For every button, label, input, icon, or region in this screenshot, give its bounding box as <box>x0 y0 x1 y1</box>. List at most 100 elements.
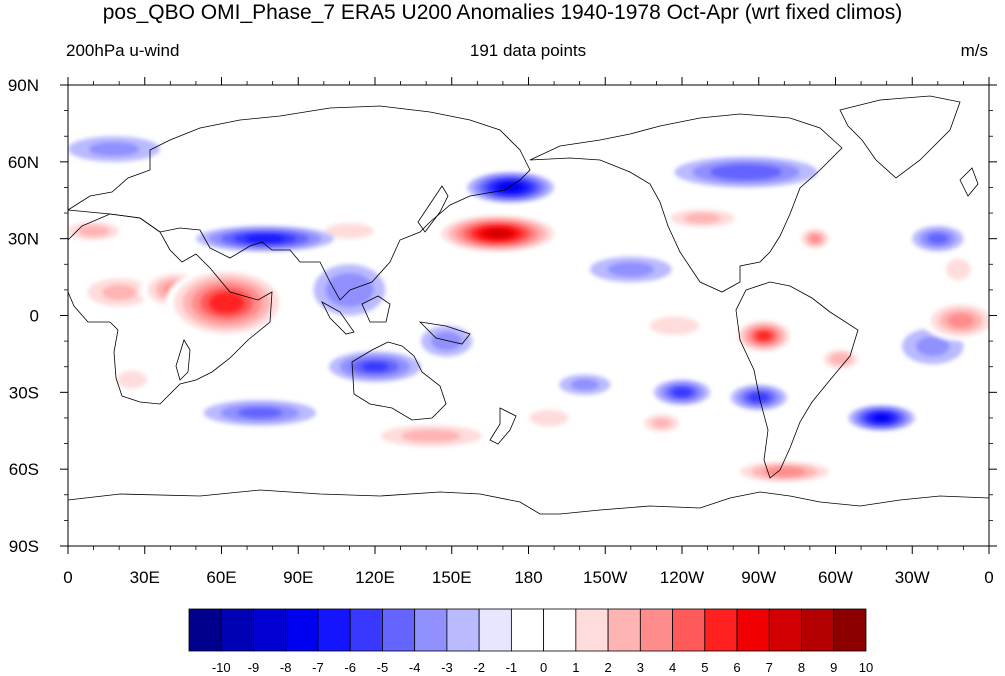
y-tick-label: 90S <box>9 537 39 556</box>
anomaly-center <box>313 264 386 316</box>
right-subtitle: m/s <box>960 41 988 60</box>
axis-ticks <box>60 77 997 554</box>
y-tick-label: 60N <box>8 153 39 172</box>
anomaly-contour <box>101 284 137 301</box>
anomaly-center <box>635 410 688 436</box>
x-tick-label: 120W <box>660 568 704 587</box>
coastline-north-america <box>529 113 843 293</box>
coastline-british-isles <box>959 167 979 197</box>
colorbar-label: 8 <box>798 660 805 675</box>
anomaly-center <box>922 300 989 342</box>
anomaly-contour <box>915 336 950 357</box>
anomaly-center <box>848 405 915 431</box>
anomaly-contour <box>607 262 654 277</box>
coastline-africa <box>68 213 273 405</box>
x-tick-label: 90E <box>283 568 313 587</box>
anomaly-contour <box>873 414 890 421</box>
anomaly-contour <box>324 223 374 239</box>
colorbar-swatch <box>639 608 673 652</box>
anomaly-contour <box>809 234 821 243</box>
anomaly-contour <box>325 272 374 307</box>
colorbar-label: -7 <box>312 660 324 675</box>
coastline-eurasia <box>68 105 531 301</box>
anomaly-contour <box>763 466 806 477</box>
anomaly-contour <box>710 164 782 180</box>
colorbar-swatch <box>285 608 319 652</box>
x-tick-label: 60E <box>206 568 236 587</box>
anomaly-contour <box>947 313 975 328</box>
x-tick-label: 30W <box>895 568 930 587</box>
colorbar-swatch <box>736 608 770 652</box>
anomaly-center <box>733 318 795 354</box>
colorbar: -10 -9 -8 -7 -6 -5 -4 -3 -2 -1 0 1 2 3 4 5 6 7 8 9 10 <box>188 608 873 675</box>
colorbar-swatch <box>253 608 287 652</box>
anomaly-contour <box>529 409 569 427</box>
center-subtitle: 191 data points <box>469 41 587 60</box>
colorbar-label: 0 <box>540 660 547 675</box>
coastline-madagascar <box>175 339 191 381</box>
anomaly-contour <box>651 418 672 428</box>
colorbar-swatch <box>349 608 383 652</box>
colorbar-swatch <box>833 608 867 652</box>
coastline-south-america <box>735 281 859 479</box>
colorbar-swatch <box>188 608 222 652</box>
coastlines <box>68 95 989 515</box>
colorbar-swatch <box>575 608 609 652</box>
anomaly-contour <box>756 331 771 341</box>
colorbar-label: 2 <box>604 660 611 675</box>
anomaly-center <box>656 205 749 231</box>
anomaly-center <box>653 379 711 406</box>
colorbar-swatch <box>317 608 351 652</box>
coastline-borneo <box>361 295 391 323</box>
colorbar-label: 1 <box>572 660 579 675</box>
anomaly-center <box>674 156 818 188</box>
y-tick-label: 60S <box>9 460 39 479</box>
anomaly-center <box>589 256 672 283</box>
colorbar-label: -3 <box>441 660 453 675</box>
anomaly-contour <box>649 316 699 335</box>
colorbar-swatch <box>478 608 512 652</box>
x-tick-label: 150E <box>432 568 472 587</box>
colorbar-label: -8 <box>280 660 292 675</box>
colorbar-label: 5 <box>701 660 708 675</box>
colorbar-swatch <box>801 608 835 652</box>
anomaly-center <box>195 225 335 252</box>
colorbar-swatch <box>220 608 254 652</box>
coastline-antarctica <box>68 489 989 515</box>
anomaly-center <box>106 364 158 395</box>
anomaly-contour <box>209 292 245 313</box>
colorbar-label: 10 <box>859 660 873 675</box>
x-tick-label: 30E <box>130 568 160 587</box>
colorbar-label: -6 <box>344 660 356 675</box>
anomaly-contour <box>88 142 140 157</box>
map-title: pos_QBO OMI_Phase_7 ERA5 U200 Anomalies … <box>102 1 903 24</box>
colorbar-label: 9 <box>830 660 837 675</box>
anomaly-contour <box>237 407 283 418</box>
colorbar-label: -9 <box>248 660 260 675</box>
anomaly-center <box>912 225 964 252</box>
coastline-australia <box>351 341 447 421</box>
y-tick-label: 90N <box>8 76 39 95</box>
colorbar-swatch <box>382 608 416 652</box>
colorbar-label: -1 <box>506 660 518 675</box>
anomaly-center <box>817 346 864 372</box>
x-tick-label: 0 <box>63 568 72 587</box>
anomaly-center <box>559 374 611 395</box>
anomaly-contour <box>78 225 109 237</box>
anomaly-center <box>421 325 473 357</box>
anomaly-center <box>328 351 422 383</box>
anomaly-center <box>165 266 289 339</box>
anomaly-contour <box>431 331 462 351</box>
anomaly-center <box>467 172 555 203</box>
anomaly-contour <box>401 429 461 443</box>
coastline-japan <box>417 185 449 233</box>
anomaly-contour <box>829 352 852 366</box>
axis-tick-labels: 0 30E 60E 90E 120E 150E 180 150W 120W 90W 60W 30W 0 9… <box>8 76 994 587</box>
anomaly-center <box>73 271 166 313</box>
colorbar-label: 7 <box>766 660 773 675</box>
anomaly-contour <box>748 393 769 402</box>
anomaly-contour <box>361 362 389 372</box>
colorbar-label: 4 <box>669 660 676 675</box>
anomaly-contour <box>486 229 510 238</box>
